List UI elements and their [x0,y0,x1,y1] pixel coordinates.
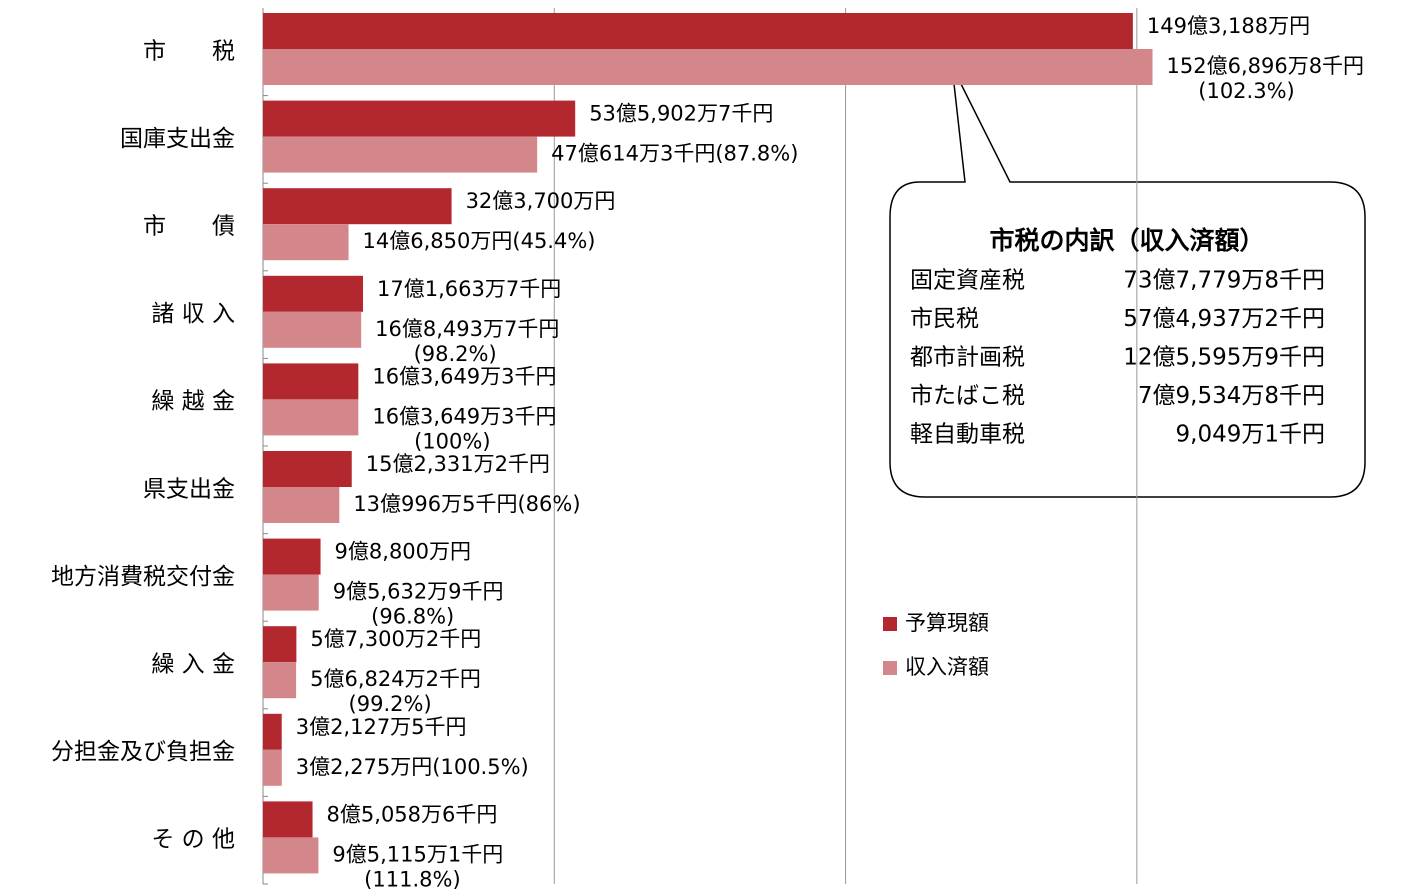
value-label: 149億3,188万円 [1147,14,1310,38]
bar [263,801,313,838]
ratio-label: (100.5%) [432,755,528,779]
callout-amount: 57億4,937万2千円 [1123,306,1325,332]
bar [263,188,452,225]
bar [263,100,576,137]
category-label: 諸 収 入 [151,301,235,327]
bar [263,363,359,400]
value-label: 9億8,800万円 [335,540,471,564]
value-label: 152億6,896万8千円 [1167,54,1365,78]
bar [263,275,364,312]
value-label: 13億996万5千円(86%) [353,492,580,516]
value-label: 16億3,649万3千円 [372,404,556,428]
value-label: 9億5,632万9千円 [333,580,504,604]
value-label: 8億5,058万6千円 [327,802,498,826]
ratio-label: (87.8%) [715,142,798,166]
bar [263,749,282,786]
ratio-label: (111.8%) [364,867,460,891]
bar [263,626,297,663]
value-label: 17億1,663万7千円 [377,277,561,301]
callout-bubble [889,65,1366,498]
bar [263,837,319,874]
callout-amount: 9,049万1千円 [1176,422,1325,448]
callout-name: 市たばこ税 [910,383,1025,409]
callout-amount: 7億9,534万8千円 [1138,383,1325,409]
value-label: 5億6,824万2千円 [310,667,481,691]
category-label: 市 債 [143,214,235,240]
bar [263,538,321,575]
ratio-label: (45.4%) [512,229,595,253]
legend-label: 収入済額 [905,655,989,679]
value-label: 16億3,649万3千円 [372,364,556,388]
bar [263,399,359,436]
ratio-label: (100%) [414,429,490,453]
ratio-label: (98.2%) [414,342,497,366]
category-label: 地方消費税交付金 [51,564,235,590]
value-label: 32億3,700万円 [466,189,616,213]
bar [263,451,352,487]
value-label: 53億5,902万7千円 [589,102,773,126]
ratio-label: (102.3%) [1198,79,1294,103]
category-label: 県支出金 [143,476,235,502]
value-label: 14億6,850万円(45.4%) [363,229,596,253]
legend-label: 予算現額 [905,611,989,635]
value-label: 16億8,493万7千円 [375,317,559,341]
ratio-label: (99.2%) [349,692,432,716]
value-label: 15億2,331万2千円 [366,452,550,476]
bar [263,662,297,699]
value-label: 5億7,300万2千円 [310,627,481,651]
callout-name: 固定資産税 [910,268,1025,294]
callout-name: 市民税 [910,306,979,332]
callout-amount: 73億7,779万8千円 [1123,268,1325,294]
bar [263,13,1133,49]
category-label: 繰 越 金 [151,389,235,415]
category-label: 国庫支出金 [120,126,235,152]
ratio-label: (96.8%) [371,605,454,629]
bar [263,713,282,750]
bar [263,224,349,261]
callout-name: 軽自動車税 [910,422,1025,448]
bar [263,487,340,523]
category-label: そ の 他 [151,827,235,853]
value-label: 47億614万3千円(87.8%) [551,142,798,166]
callout-title: 市税の内訳（収入済額） [989,226,1264,255]
value-label: 3億2,275万円(100.5%) [296,755,529,779]
bar [263,136,538,173]
legend-swatch [883,617,897,631]
category-label: 繰 入 金 [151,652,235,678]
callout-amount: 12億5,595万9千円 [1123,345,1325,371]
callout-name: 都市計画税 [910,345,1025,371]
category-label: 市 税 [143,38,235,64]
value-label: 9億5,115万1千円 [332,842,503,866]
bar [263,49,1153,85]
ratio-label: (86%) [517,492,580,516]
bar [263,574,319,611]
bar [263,311,362,348]
value-label: 3億2,127万5千円 [296,715,467,739]
legend-swatch [883,661,897,675]
category-label: 分担金及び負担金 [51,739,235,765]
